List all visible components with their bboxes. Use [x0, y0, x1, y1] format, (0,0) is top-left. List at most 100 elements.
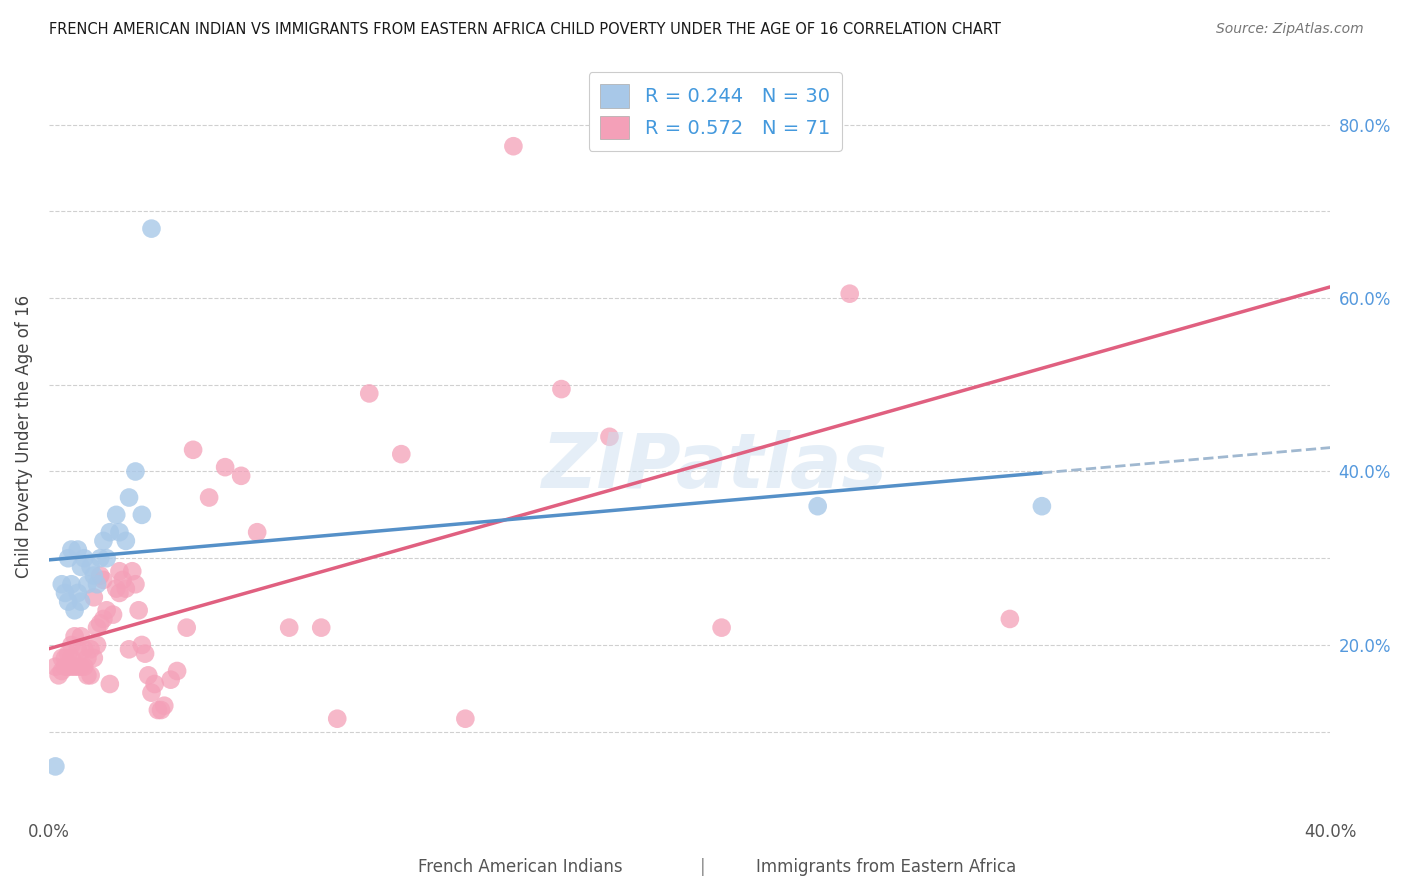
Point	[326, 712, 349, 726]
Point	[60, 542, 83, 557]
Point	[105, 508, 128, 522]
Point	[118, 491, 141, 505]
Point	[214, 460, 236, 475]
Point	[83, 568, 105, 582]
Point	[56, 594, 79, 608]
Point	[86, 638, 108, 652]
Point	[198, 491, 221, 505]
Point	[121, 564, 143, 578]
Point	[60, 577, 83, 591]
Point	[73, 551, 96, 566]
Point	[73, 642, 96, 657]
Point	[73, 659, 96, 673]
Point	[143, 677, 166, 691]
Point	[93, 533, 115, 548]
Point	[56, 551, 79, 566]
Point	[166, 664, 188, 678]
Point	[53, 659, 76, 673]
Point	[115, 582, 138, 596]
Point	[89, 568, 111, 582]
Point	[44, 659, 66, 673]
Point	[134, 647, 156, 661]
Point	[136, 668, 159, 682]
Point	[128, 603, 150, 617]
Text: Immigrants from Eastern Africa: Immigrants from Eastern Africa	[755, 858, 1017, 876]
Point	[181, 442, 204, 457]
Text: French American Indians: French American Indians	[418, 858, 623, 876]
Point	[502, 139, 524, 153]
Point	[176, 621, 198, 635]
Point	[86, 577, 108, 591]
Point	[66, 542, 89, 557]
Point	[89, 551, 111, 566]
Point	[96, 603, 118, 617]
Point	[66, 586, 89, 600]
Point	[150, 703, 173, 717]
Point	[70, 659, 93, 673]
Point	[66, 642, 89, 657]
Point	[124, 465, 146, 479]
Point	[56, 659, 79, 673]
Point	[141, 221, 163, 235]
Point	[79, 668, 101, 682]
Point	[70, 560, 93, 574]
Point	[389, 447, 412, 461]
Point	[86, 621, 108, 635]
Point	[63, 659, 86, 673]
Point	[598, 430, 620, 444]
Point	[146, 703, 169, 717]
Point	[83, 591, 105, 605]
Point	[309, 621, 332, 635]
Point	[124, 577, 146, 591]
Point	[48, 668, 70, 682]
Point	[56, 647, 79, 661]
Point	[108, 564, 131, 578]
Point	[838, 286, 860, 301]
Point	[98, 677, 121, 691]
Point	[131, 638, 153, 652]
Point	[89, 616, 111, 631]
Point	[44, 759, 66, 773]
Point	[53, 651, 76, 665]
Point	[83, 651, 105, 665]
Point	[108, 525, 131, 540]
Point	[76, 668, 98, 682]
Point	[454, 712, 477, 726]
Point	[231, 468, 253, 483]
Point	[70, 594, 93, 608]
Point	[93, 612, 115, 626]
Point	[51, 664, 73, 678]
Point	[710, 621, 733, 635]
Point	[105, 582, 128, 596]
Point	[70, 629, 93, 643]
Point	[51, 651, 73, 665]
Point	[359, 386, 381, 401]
Point	[141, 686, 163, 700]
Point	[131, 508, 153, 522]
Point	[93, 573, 115, 587]
Point	[51, 577, 73, 591]
Point	[76, 577, 98, 591]
Point	[1031, 499, 1053, 513]
Point	[246, 525, 269, 540]
Point	[63, 603, 86, 617]
Point	[807, 499, 830, 513]
Point	[60, 651, 83, 665]
Point	[278, 621, 301, 635]
Text: Source: ZipAtlas.com: Source: ZipAtlas.com	[1216, 22, 1364, 37]
Point	[98, 525, 121, 540]
Point	[159, 673, 181, 687]
Text: ZIPatlas: ZIPatlas	[543, 430, 889, 504]
Point	[66, 659, 89, 673]
Point	[63, 629, 86, 643]
Point	[53, 586, 76, 600]
Point	[60, 659, 83, 673]
Point	[153, 698, 176, 713]
Point	[998, 612, 1021, 626]
Point	[79, 642, 101, 657]
Point	[76, 651, 98, 665]
Text: |: |	[700, 858, 706, 876]
Text: FRENCH AMERICAN INDIAN VS IMMIGRANTS FROM EASTERN AFRICA CHILD POVERTY UNDER THE: FRENCH AMERICAN INDIAN VS IMMIGRANTS FRO…	[49, 22, 1001, 37]
Point	[108, 586, 131, 600]
Point	[111, 573, 134, 587]
